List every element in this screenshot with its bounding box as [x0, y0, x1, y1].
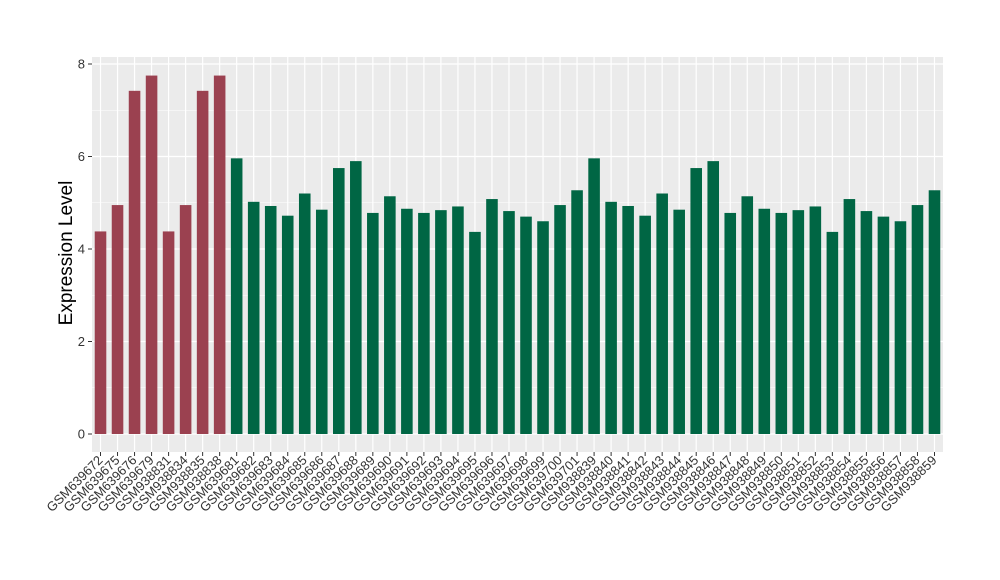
bar-GSM938851 — [792, 210, 805, 434]
bar-GSM938855 — [860, 211, 873, 434]
bar-GSM639697 — [503, 211, 515, 434]
y-axis-title: Expression Level — [56, 181, 77, 326]
y-tick-label: 8 — [78, 57, 85, 72]
bar-GSM639701 — [571, 190, 583, 434]
bar-GSM938838 — [213, 75, 226, 434]
bar-GSM938834 — [179, 205, 192, 434]
bar-GSM938858 — [911, 205, 924, 434]
bar-GSM639696 — [486, 199, 498, 434]
y-tick-label: 4 — [78, 242, 85, 257]
bar-GSM938839 — [588, 158, 600, 434]
bar-GSM639672 — [94, 231, 107, 434]
bar-GSM938843 — [656, 193, 668, 434]
y-axis: 0 2 4 6 8 — [78, 57, 92, 442]
bar-GSM938835 — [196, 90, 209, 434]
bar-GSM938841 — [622, 205, 634, 434]
y-tick-label: 0 — [78, 427, 85, 442]
bar-GSM639689 — [367, 212, 379, 434]
bar-GSM639690 — [384, 196, 396, 434]
bar-GSM938849 — [758, 208, 771, 434]
bar-GSM639693 — [435, 210, 447, 434]
bar-GSM639695 — [469, 231, 481, 434]
bar-GSM639685 — [298, 193, 311, 434]
bar-GSM938853 — [826, 231, 839, 434]
bar-GSM639688 — [350, 161, 362, 434]
bar-GSM938847 — [724, 212, 737, 434]
y-tick-label: 2 — [78, 334, 85, 349]
bar-GSM938846 — [707, 161, 720, 434]
bar-GSM639683 — [264, 205, 277, 434]
bar-GSM938856 — [877, 216, 890, 434]
bar-GSM938848 — [741, 196, 754, 434]
bar-GSM938859 — [928, 190, 941, 434]
bar-GSM938840 — [605, 201, 617, 434]
bar-GSM639700 — [554, 205, 566, 434]
bar-GSM639681 — [230, 158, 243, 434]
bar-GSM938844 — [673, 209, 685, 434]
bar-GSM639682 — [247, 201, 260, 434]
bar-GSM639679 — [145, 75, 158, 434]
bar-GSM938842 — [639, 215, 651, 434]
bar-GSM938852 — [809, 206, 822, 434]
bar-GSM639684 — [281, 215, 294, 434]
bars — [94, 75, 941, 434]
bar-GSM639691 — [401, 208, 413, 434]
y-tick-label: 6 — [78, 149, 85, 164]
bar-GSM639694 — [452, 206, 464, 434]
bar-GSM639675 — [111, 205, 124, 434]
bar-GSM938857 — [894, 221, 907, 434]
bar-GSM639687 — [333, 168, 345, 434]
bar-GSM938850 — [775, 212, 788, 434]
bar-GSM639699 — [537, 221, 549, 434]
bar-GSM639692 — [418, 212, 430, 434]
bar-GSM639686 — [315, 209, 328, 434]
x-axis: GSM639672GSM639675GSM639676GSM639679GSM9… — [43, 452, 940, 515]
bar-GSM639676 — [128, 90, 141, 434]
bar-GSM938831 — [162, 231, 175, 434]
bar-GSM639698 — [520, 216, 532, 434]
bar-GSM938854 — [843, 199, 856, 434]
bar-GSM938845 — [690, 168, 702, 434]
